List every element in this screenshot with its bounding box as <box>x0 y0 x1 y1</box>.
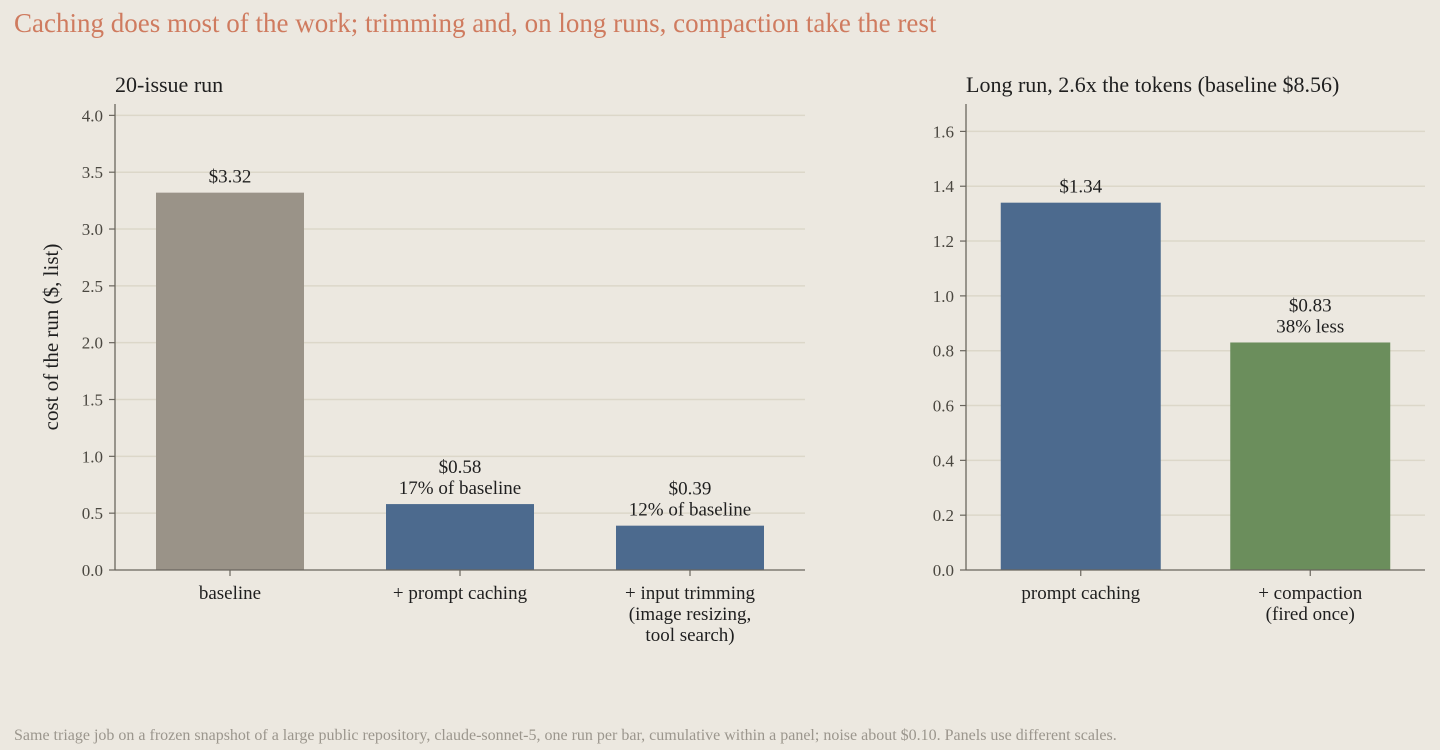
bar <box>1000 202 1161 570</box>
y-tick-label: 0.0 <box>82 561 103 580</box>
bar <box>616 525 764 570</box>
y-axis-label: cost of the run ($, list) <box>39 244 63 431</box>
y-tick-label: 1.4 <box>933 177 955 196</box>
data-label: $0.58 <box>439 457 482 478</box>
y-tick-label: 1.5 <box>82 391 103 410</box>
y-tick-label: 0.6 <box>933 397 954 416</box>
y-tick-label: 1.0 <box>933 287 954 306</box>
y-tick-label: 1.0 <box>82 447 103 466</box>
figure-title: Caching does most of the work; trimming … <box>14 8 937 38</box>
data-label: $0.39 <box>669 479 712 500</box>
x-tick-label: tool search) <box>645 625 734 646</box>
y-tick-label: 0.8 <box>933 342 954 361</box>
footnote: Same triage job on a frozen snapshot of … <box>14 727 1117 744</box>
data-label: $1.34 <box>1059 177 1102 198</box>
x-tick-label: baseline <box>199 583 261 604</box>
bar <box>1230 342 1391 570</box>
chart-panel-2: Long run, 2.6x the tokens (baseline $8.5… <box>933 72 1425 625</box>
data-label: 12% of baseline <box>629 500 751 521</box>
x-tick-label: prompt caching <box>1021 583 1140 604</box>
x-tick-label: (fired once) <box>1266 604 1355 625</box>
bar <box>156 192 304 570</box>
x-tick-label: (image resizing, <box>629 604 751 625</box>
y-tick-label: 0.0 <box>933 561 954 580</box>
y-tick-label: 0.5 <box>82 504 103 523</box>
chart-panel-1: 20-issue run 0.0 0.5 1.0 1.5 2.0 2.5 3.0 3.5 4.0 c… <box>39 72 805 646</box>
y-tick-label: 3.5 <box>82 163 103 182</box>
panel-title: 20-issue run <box>115 72 223 97</box>
data-label: $3.32 <box>209 167 252 188</box>
y-tick-label: 4.0 <box>82 106 103 125</box>
y-tick-label: 1.6 <box>933 122 954 141</box>
y-tick-label: 0.2 <box>933 506 954 525</box>
data-label: $0.83 <box>1289 295 1332 316</box>
data-label: 38% less <box>1276 316 1344 337</box>
y-tick-label: 3.0 <box>82 220 103 239</box>
y-tick-label: 2.5 <box>82 277 103 296</box>
y-tick-label: 2.0 <box>82 334 103 353</box>
data-label: 17% of baseline <box>399 478 521 499</box>
y-tick-label: 1.2 <box>933 232 954 251</box>
y-tick-label: 0.4 <box>933 451 955 470</box>
x-tick-label: + compaction <box>1258 583 1363 604</box>
panel-title: Long run, 2.6x the tokens (baseline $8.5… <box>966 72 1339 97</box>
x-tick-label: + input trimming <box>625 583 755 604</box>
bar <box>386 504 534 570</box>
x-tick-label: + prompt caching <box>393 583 528 604</box>
